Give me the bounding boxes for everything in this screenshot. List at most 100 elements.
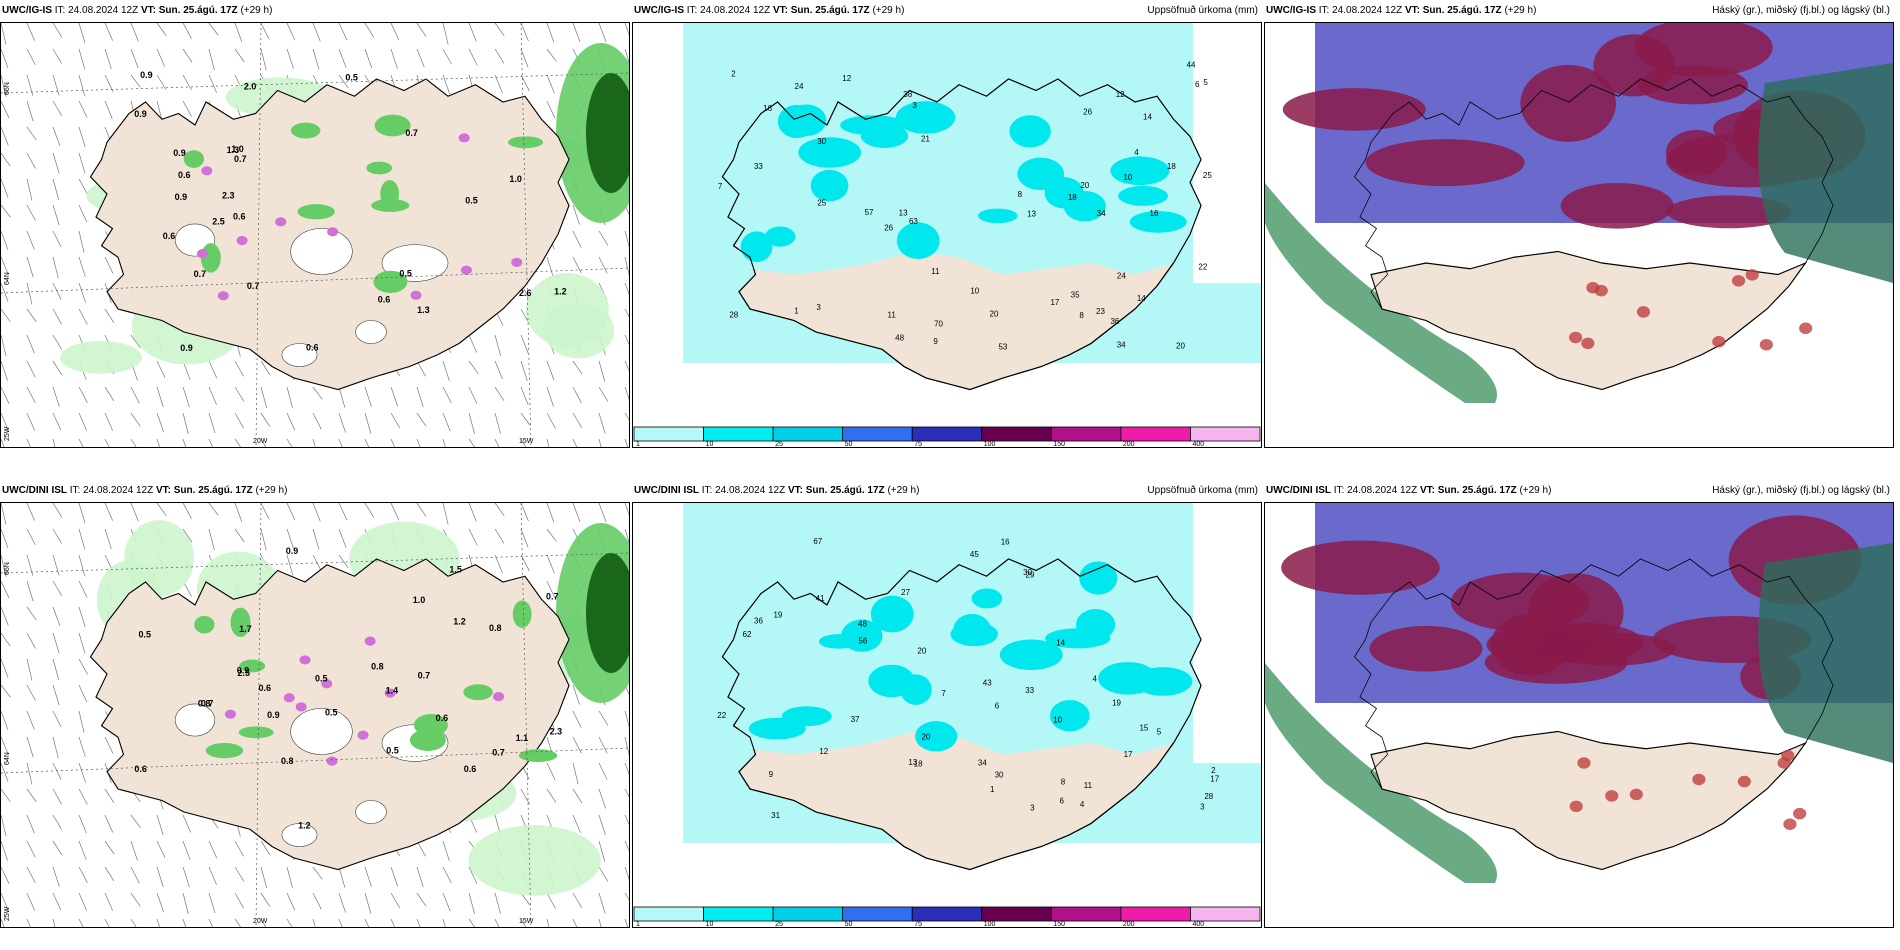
wind-barb xyxy=(52,204,60,226)
precip-amount-label: 48 xyxy=(858,620,867,629)
cloud-patch xyxy=(1569,331,1583,344)
lon-label: 25W xyxy=(4,906,11,921)
wind-barb xyxy=(338,386,346,408)
wind-barb xyxy=(598,892,606,914)
grid-line xyxy=(1,552,629,574)
wind-barb xyxy=(468,438,475,447)
cloud-patch xyxy=(1799,322,1813,335)
colorbar-swatch xyxy=(1190,906,1261,922)
precip-amount-label: 25 xyxy=(817,198,826,207)
wind-barb xyxy=(104,788,115,804)
cloud-patch xyxy=(1594,284,1608,297)
panel-header: UWC/DINI ISL IT: 24.08.2024 12Z VT: Sun.… xyxy=(0,480,630,502)
precip-patch xyxy=(371,199,410,212)
lon-label: 15W xyxy=(519,438,534,445)
colorbar-tick-label: 1 xyxy=(636,441,640,447)
precip-patch xyxy=(239,659,266,673)
precip-amount-label: 8 xyxy=(1079,311,1084,320)
precip-amount-label: 48 xyxy=(895,333,904,342)
wind-barb xyxy=(442,840,450,861)
precip-amount-label: 1 xyxy=(990,785,995,794)
wind-barb xyxy=(182,503,192,519)
heavy-precip-patch xyxy=(196,249,208,259)
wind-barb xyxy=(182,814,191,833)
wind-barb xyxy=(286,866,293,889)
wind-barb xyxy=(494,528,505,544)
precip-heavy xyxy=(1050,699,1090,732)
precip-amount-label: 9 xyxy=(769,770,774,779)
precip-amount-label: 12 xyxy=(1116,90,1125,99)
precip-amount-label: 30 xyxy=(817,137,826,146)
it-prefix: IT: xyxy=(69,485,81,496)
lead-time: (+29 h) xyxy=(872,5,905,16)
precip-heavy xyxy=(786,104,827,136)
wind-barb xyxy=(260,918,267,927)
wind-barb xyxy=(468,48,478,66)
precip-amount-label: 62 xyxy=(743,630,752,639)
wind-barb xyxy=(208,503,219,516)
wind-barb xyxy=(156,840,166,858)
panel-bottom-right: UWC/DINI ISL IT: 24.08.2024 12Z VT: Sun.… xyxy=(1264,480,1894,928)
iceland-group xyxy=(1354,78,1834,391)
wind-barb xyxy=(52,814,63,830)
wind-barb xyxy=(208,840,218,859)
wind-barb xyxy=(104,528,112,550)
precip-heavy xyxy=(1079,561,1118,595)
precip-heavy xyxy=(841,619,883,652)
wind-barb xyxy=(1,256,9,275)
precip-amount-label: 8 xyxy=(1018,190,1023,199)
precip-value-label: 0.9 xyxy=(140,70,153,80)
wind-barb xyxy=(338,918,343,927)
wind-barb xyxy=(78,256,86,278)
wind-barb xyxy=(312,412,322,430)
wind-barb xyxy=(572,503,581,523)
precip-heavy xyxy=(950,622,998,647)
wind-barb xyxy=(624,503,629,516)
wind-barb xyxy=(130,48,139,68)
wind-barb xyxy=(52,412,62,431)
wind-barb xyxy=(26,334,35,354)
wind-barb xyxy=(182,386,190,408)
precip-value-label: 0.8 xyxy=(281,756,294,766)
wind-barb xyxy=(52,74,60,96)
precip-amount-label: 3 xyxy=(1200,803,1205,812)
panel-header: UWC/DINI ISL IT: 24.08.2024 12Z VT: Sun.… xyxy=(1264,480,1894,502)
wind-barb xyxy=(208,74,217,93)
wind-barb xyxy=(598,503,607,522)
wind-barb xyxy=(390,918,396,927)
heavy-precip-patch xyxy=(217,291,229,301)
wind-barb xyxy=(52,736,59,759)
wind-barb xyxy=(598,736,608,754)
cloud-patch xyxy=(1605,790,1619,802)
wind-barb xyxy=(286,386,293,409)
heavy-precip-patch xyxy=(384,688,396,698)
colorbar-swatch xyxy=(1120,906,1191,922)
coastline xyxy=(1354,78,1834,390)
glacier xyxy=(355,320,387,344)
cloud-patch xyxy=(1692,773,1706,786)
precip-amount-label: 17 xyxy=(1210,774,1219,783)
wind-barb xyxy=(546,48,557,62)
wind-barb xyxy=(260,386,268,408)
glacier xyxy=(281,343,318,367)
precip-value-label: 0.5 xyxy=(325,707,338,717)
wind-barb xyxy=(26,23,35,41)
wind-barb xyxy=(364,438,370,447)
wind-barb xyxy=(26,503,35,521)
map-canvas: 6234485643191930291227173336451720673128… xyxy=(633,503,1261,927)
colorbar-swatch xyxy=(633,906,704,922)
precip-amount-label: 53 xyxy=(998,342,1007,351)
wind-barb xyxy=(130,412,141,427)
precip-heavy xyxy=(1118,185,1168,206)
wind-barb xyxy=(234,528,245,543)
wind-barb xyxy=(26,412,36,431)
colorbar-tick-label: 25 xyxy=(775,921,783,927)
precip-amount-label: 1 xyxy=(794,306,799,315)
colorbar-swatch xyxy=(1120,426,1191,442)
lon-label: 25W xyxy=(4,426,11,441)
precip-patch xyxy=(366,161,393,175)
heavy-precip-patch xyxy=(357,730,369,740)
wind-barb xyxy=(1,230,9,250)
it-prefix: IT: xyxy=(54,5,66,16)
wind-barb xyxy=(78,204,88,223)
